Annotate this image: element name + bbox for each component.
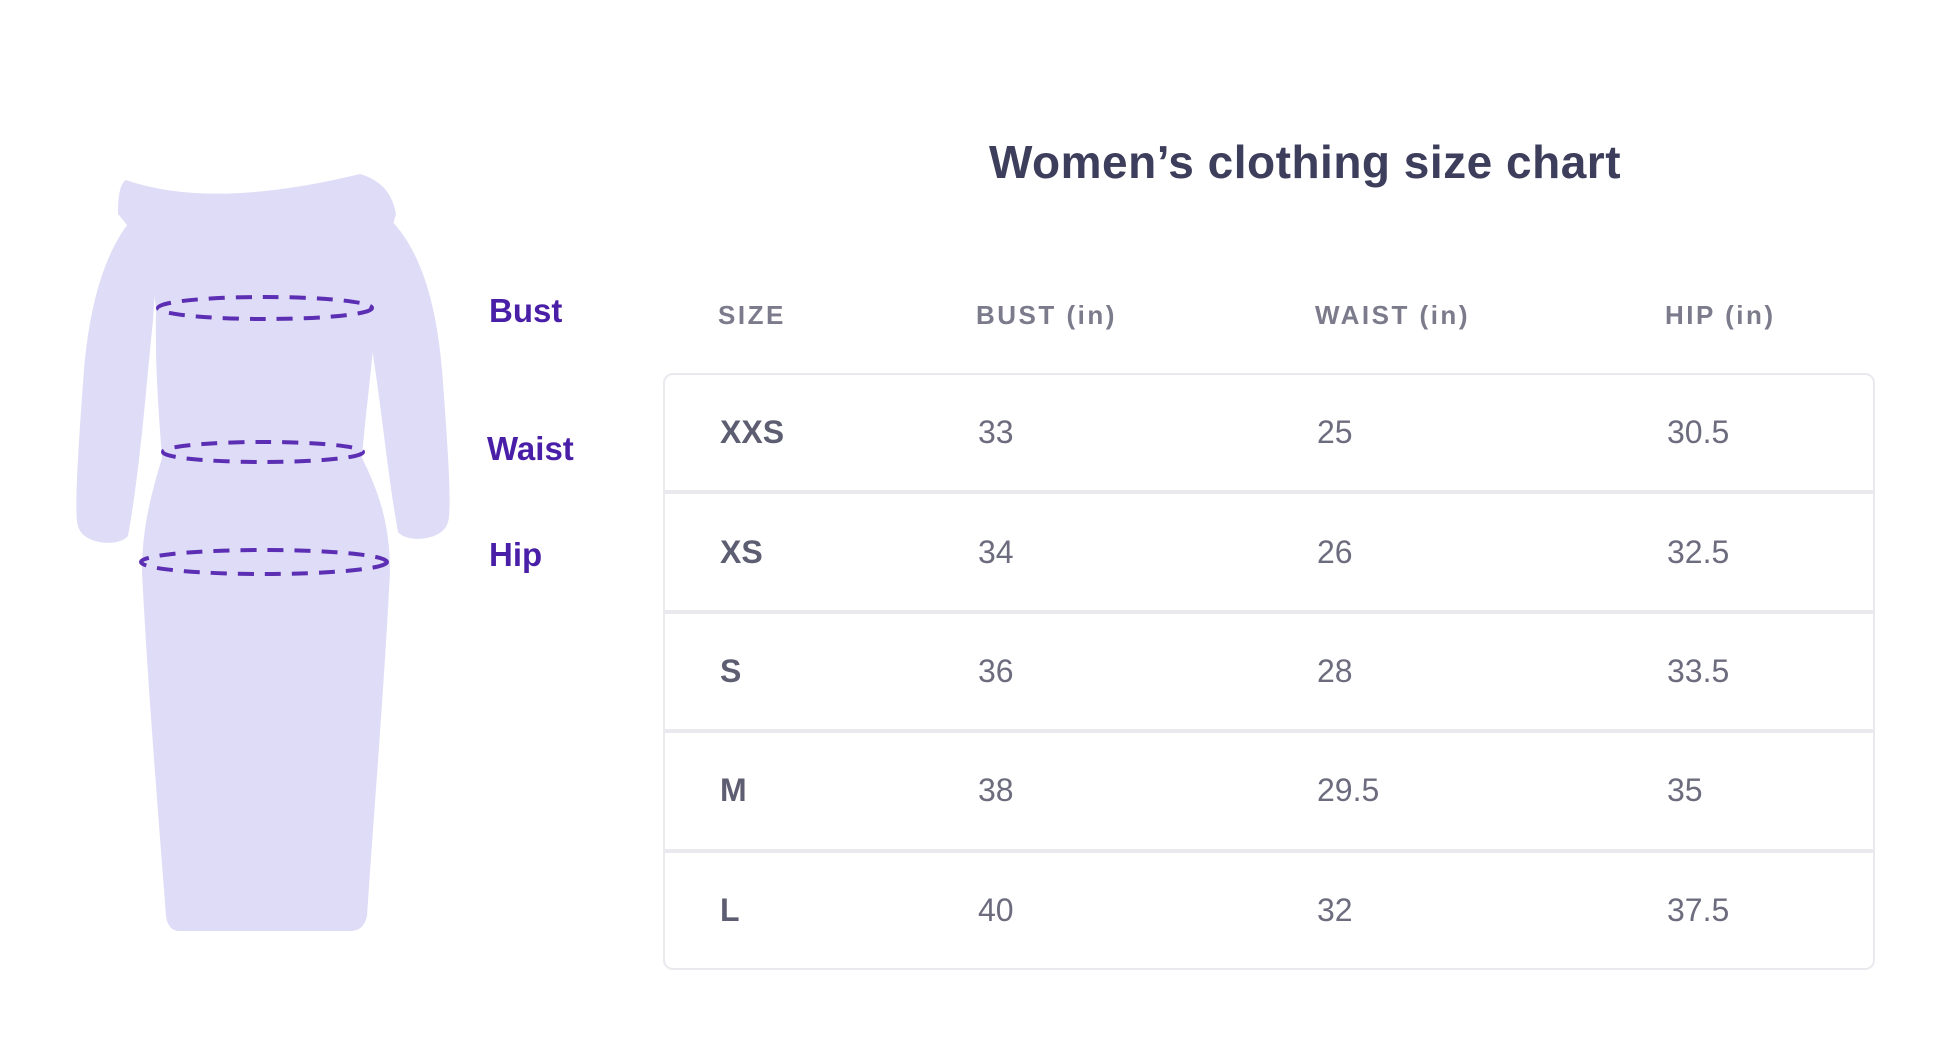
bust-cell: 34: [978, 533, 1014, 570]
waist-cell: 29.5: [1317, 772, 1380, 809]
size-cell: XS: [720, 533, 763, 570]
size-cell: L: [720, 891, 740, 928]
column-header-hip: HIP (in): [1665, 300, 1776, 330]
waist-cell: 26: [1317, 533, 1353, 570]
dress-left-sleeve: [76, 192, 172, 543]
hip-measurement-line: [139, 548, 389, 576]
row-divider: [665, 729, 1873, 734]
waist-label: Waist: [487, 430, 574, 467]
size-table: XXS 33 25 30.5 XS 34 26 32.5 S 36 28 33.…: [663, 373, 1875, 970]
dress-silhouette-svg: [76, 174, 450, 931]
dress-illustration: [60, 130, 470, 960]
hip-cell: 33.5: [1667, 653, 1730, 690]
bust-cell: 38: [978, 772, 1014, 809]
table-row: L 40 32 37.5: [665, 853, 1873, 968]
table-row: XS 34 26 32.5: [665, 494, 1873, 609]
table-row: M 38 29.5 35: [665, 733, 1873, 848]
column-header-waist: WAIST (in): [1315, 300, 1470, 330]
size-cell: M: [720, 772, 747, 809]
hip-label: Hip: [489, 536, 543, 573]
column-header-bust: BUST (in): [976, 300, 1117, 330]
row-divider: [665, 490, 1873, 495]
hip-cell: 32.5: [1667, 533, 1730, 570]
page-title: Women’s clothing size chart: [988, 136, 1622, 188]
size-cell: S: [720, 653, 742, 690]
waist-cell: 32: [1317, 891, 1353, 928]
table-row: S 36 28 33.5: [665, 614, 1873, 729]
hip-cell: 30.5: [1667, 414, 1730, 451]
size-cell: XXS: [720, 414, 785, 451]
hip-cell: 37.5: [1667, 891, 1730, 928]
waist-measurement-line: [161, 440, 365, 464]
column-header-size: SIZE: [718, 300, 786, 330]
waist-cell: 28: [1317, 653, 1353, 690]
hip-cell: 35: [1667, 772, 1703, 809]
bust-label: Bust: [489, 292, 563, 329]
bust-measurement-line: [156, 295, 374, 321]
row-divider: [665, 848, 1873, 853]
bust-cell: 33: [978, 414, 1014, 451]
table-header-row: SIZE BUST (in) WAIST (in) HIP (in): [663, 300, 1875, 331]
row-divider: [665, 609, 1873, 614]
waist-cell: 25: [1317, 414, 1353, 451]
table-row: XXS 33 25 30.5: [665, 375, 1873, 490]
bust-cell: 40: [978, 891, 1014, 928]
dress-body: [118, 174, 396, 931]
bust-cell: 36: [978, 653, 1014, 690]
